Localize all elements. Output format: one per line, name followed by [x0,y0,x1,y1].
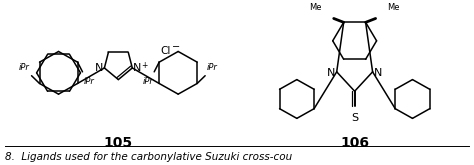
Text: iPr: iPr [18,63,29,72]
Text: N: N [374,68,382,78]
Text: N: N [95,63,103,73]
Text: Cl: Cl [160,46,171,55]
Text: iPr: iPr [83,77,94,86]
Text: Me: Me [309,3,322,12]
Text: Me: Me [388,3,400,12]
Text: N: N [133,63,142,73]
Text: N: N [328,68,336,78]
Text: S: S [351,113,358,123]
Text: 105: 105 [104,136,133,150]
Text: +: + [141,61,148,70]
Text: −: − [172,42,180,52]
Text: iPr: iPr [207,63,218,72]
Text: iPr: iPr [142,77,153,86]
Text: 8.  Ligands used for the carbonylative Suzuki cross-cou: 8. Ligands used for the carbonylative Su… [5,152,292,162]
Text: 106: 106 [340,136,369,150]
